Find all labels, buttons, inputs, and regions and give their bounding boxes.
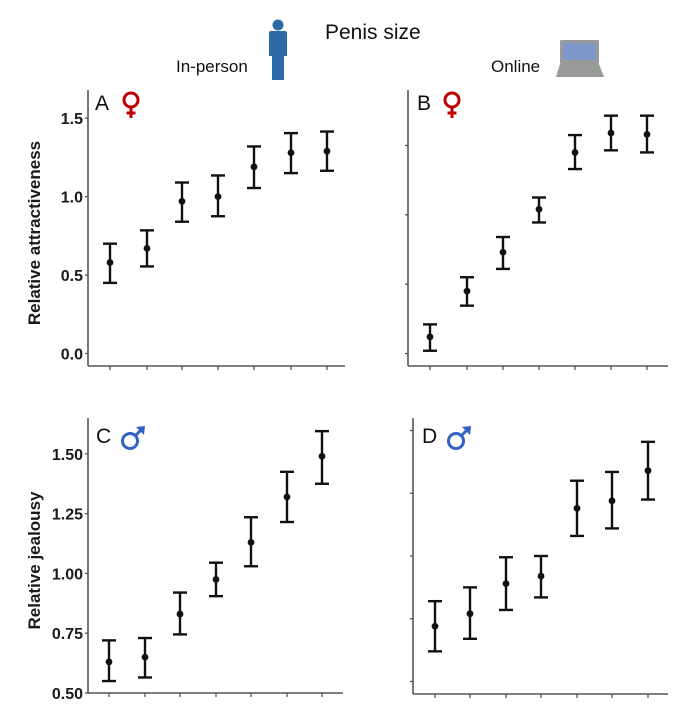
data-point [318,452,326,460]
data-point [607,129,615,137]
panel-c: 0.50 0.75 1.00 1.25 1.50 Relative jealousy C [25,418,343,703]
data-point [573,504,581,512]
data-point [502,580,510,587]
data-point [608,497,616,505]
data-point [143,244,151,252]
data-point [212,576,220,583]
data-point [537,572,545,580]
data-point [571,149,579,156]
panel-b: B [405,90,668,370]
data-point [643,130,651,138]
data-point [426,333,434,341]
data-point [644,467,652,475]
data-point [466,610,474,618]
data-point [323,147,331,155]
y-tick-label: 1.25 [52,507,83,524]
data-point [141,653,149,661]
y-tick-label: 0.0 [61,346,83,363]
person-icon [269,19,287,80]
data-point [250,163,258,171]
y-tick-label: 0.75 [52,626,83,643]
y-tick-label: 0.5 [61,268,83,285]
panel-letter: D [422,425,437,448]
female-symbol-icon [122,91,140,118]
y-tick-label: 1.00 [52,566,83,583]
data-point [499,248,507,256]
data-point [105,658,113,666]
panel-d: D [410,418,668,698]
y-tick-label: 1.5 [61,111,83,128]
data-point [247,538,255,546]
panel-letter: B [417,92,431,115]
panel-a: 0.0 0.5 1.0 1.5 Relative attractiveness A [25,90,345,370]
data-point [287,149,295,157]
panel-letter: C [96,425,111,448]
figure-title: Penis size [325,21,421,44]
data-point [463,287,471,295]
y-tick-label: 0.50 [52,686,83,703]
data-point [431,622,439,630]
panel-letter: A [95,92,109,115]
in-person-label: In-person [176,57,248,76]
laptop-icon [556,40,604,77]
data-point [283,493,291,501]
data-point [535,205,543,213]
y-axis-label: Relative jealousy [25,491,44,630]
male-symbol-icon [121,426,145,450]
data-point [106,259,114,266]
y-tick-label: 1.0 [61,190,83,207]
online-label: Online [491,57,540,76]
data-point [178,197,186,205]
data-point [176,610,184,618]
male-symbol-icon [447,426,471,450]
female-symbol-icon [443,91,461,118]
y-axis-label: Relative attractiveness [25,141,44,325]
data-point [214,193,222,201]
y-tick-label: 1.50 [52,447,83,464]
